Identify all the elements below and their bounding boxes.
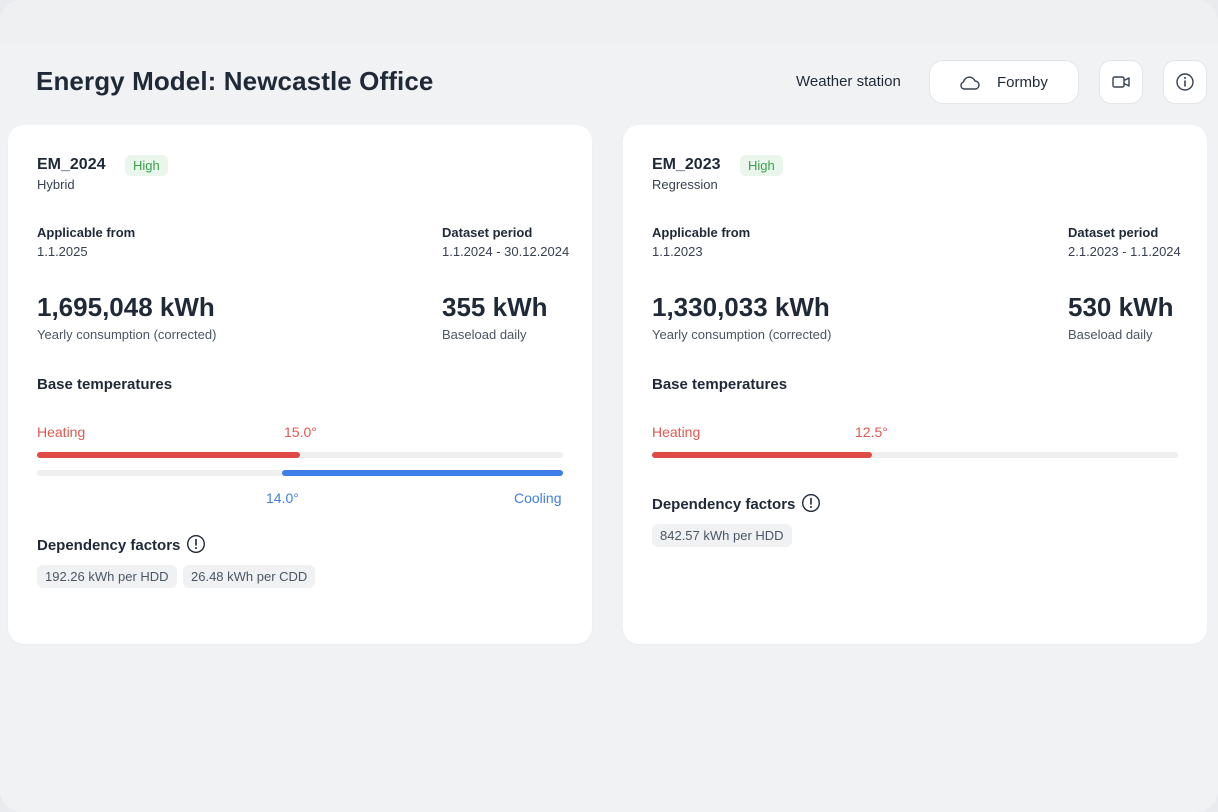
model-type: Regression: [652, 177, 718, 192]
yearly-consumption-value: 1,695,048 kWh: [37, 292, 215, 322]
heating-value: 15.0°: [284, 424, 317, 440]
applicable-from-label: Applicable from: [37, 225, 136, 240]
baseload-value: 530 kWh: [1068, 292, 1174, 322]
yearly-consumption-label: Yearly consumption (corrected): [37, 327, 217, 342]
info-icon[interactable]: [186, 534, 206, 554]
applicable-from-label: Applicable from: [652, 225, 751, 240]
dataset-period-label: Dataset period: [442, 225, 533, 240]
heating-track: [37, 452, 563, 458]
info-icon: [1176, 73, 1194, 91]
base-temperatures-title: Base temperatures: [37, 376, 173, 393]
baseload-label: Baseload daily: [1068, 327, 1153, 342]
factor-chip-cdd: 26.48 kWh per CDD: [183, 565, 316, 588]
cooling-fill: [282, 470, 563, 476]
baseload-value: 355 kWh: [442, 292, 548, 322]
model-name: EM_2023: [652, 156, 721, 173]
yearly-consumption-value: 1,330,033 kWh: [652, 292, 830, 322]
dataset-period-label: Dataset period: [1068, 225, 1159, 240]
factor-chip-hdd: 842.57 kWh per HDD: [652, 524, 792, 547]
dependency-factors-title: Dependency factors: [652, 496, 796, 513]
model-card-em2024[interactable]: EM_2024 High Hybrid Applicable from 1.1.…: [8, 125, 592, 644]
weather-station-value: Formby: [997, 74, 1048, 91]
base-temperatures-title: Base temperatures: [652, 376, 788, 393]
confidence-badge: High: [740, 155, 783, 176]
model-card-em2023[interactable]: EM_2023 High Regression Applicable from …: [623, 125, 1207, 644]
heating-label: Heating: [37, 424, 86, 440]
dependency-factors-title: Dependency factors: [37, 537, 181, 554]
heating-fill: [37, 452, 300, 458]
info-icon[interactable]: [801, 493, 821, 513]
confidence-badge: High: [125, 155, 168, 176]
cooling-track: [37, 470, 563, 476]
applicable-from-value: 1.1.2023: [652, 244, 703, 259]
weather-station-select[interactable]: Formby: [929, 60, 1079, 104]
model-name: EM_2024: [37, 156, 106, 173]
dataset-period-value: 2.1.2023 - 1.1.2024: [1068, 244, 1181, 259]
factor-chip-hdd: 192.26 kWh per HDD: [37, 565, 177, 588]
heating-label: Heating: [652, 424, 701, 440]
page-title: Energy Model: Newcastle Office: [36, 66, 434, 96]
video-icon: [1112, 76, 1130, 88]
video-button[interactable]: [1099, 60, 1143, 104]
top-band: [0, 0, 1218, 44]
model-type: Hybrid: [37, 177, 75, 192]
info-button[interactable]: [1163, 60, 1207, 104]
cooling-label: Cooling: [514, 490, 562, 506]
dataset-period-value: 1.1.2024 - 30.12.2024: [442, 244, 570, 259]
cloud-icon: [960, 76, 980, 90]
heating-fill: [652, 452, 872, 458]
heating-track: [652, 452, 1178, 458]
heating-value: 12.5°: [855, 424, 888, 440]
weather-station-label: Weather station: [796, 73, 901, 90]
baseload-label: Baseload daily: [442, 327, 527, 342]
cooling-value: 14.0°: [266, 490, 299, 506]
yearly-consumption-label: Yearly consumption (corrected): [652, 327, 832, 342]
applicable-from-value: 1.1.2025: [37, 244, 88, 259]
